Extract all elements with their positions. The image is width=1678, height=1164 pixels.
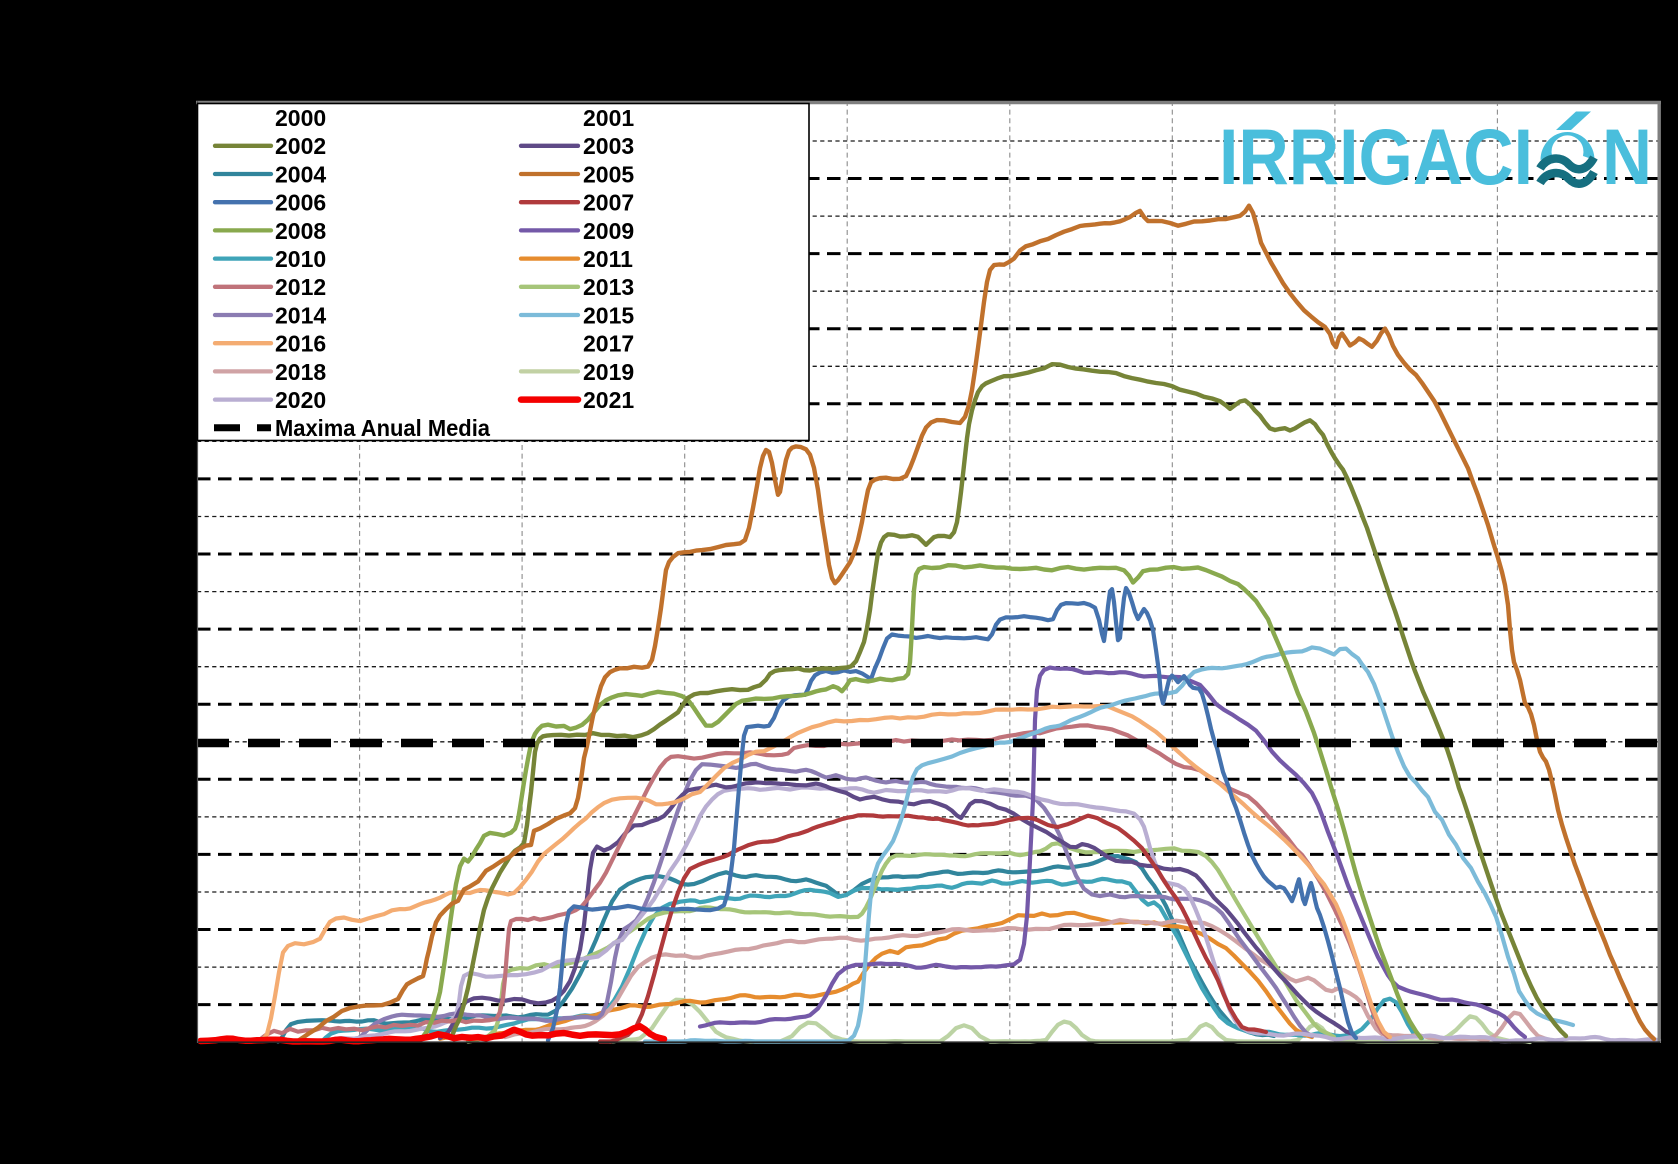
- svg-text:2017: 2017: [583, 331, 634, 357]
- svg-text:2006: 2006: [275, 190, 326, 216]
- svg-text:2021: 2021: [583, 387, 634, 413]
- svg-text:2014: 2014: [275, 302, 326, 328]
- svg-text:2009: 2009: [583, 218, 634, 244]
- svg-text:2012: 2012: [275, 274, 326, 300]
- svg-text:2016: 2016: [275, 331, 326, 357]
- svg-text:2015: 2015: [583, 302, 634, 328]
- svg-text:2000: 2000: [275, 105, 326, 131]
- svg-text:2010: 2010: [275, 246, 326, 272]
- svg-text:2011: 2011: [583, 246, 633, 272]
- svg-text:N: N: [1602, 112, 1652, 201]
- svg-text:IRRIGACI: IRRIGACI: [1219, 112, 1533, 201]
- svg-text:2020: 2020: [275, 387, 326, 413]
- svg-text:2002: 2002: [275, 133, 326, 159]
- svg-text:2008: 2008: [275, 218, 326, 244]
- svg-text:2018: 2018: [275, 359, 326, 385]
- svg-text:2013: 2013: [583, 274, 634, 300]
- svg-text:2005: 2005: [583, 161, 634, 187]
- svg-text:2019: 2019: [583, 359, 634, 385]
- svg-text:Maxima Anual Media: Maxima Anual Media: [275, 415, 490, 441]
- svg-text:2004: 2004: [275, 161, 326, 187]
- svg-text:2003: 2003: [583, 133, 634, 159]
- svg-text:2007: 2007: [583, 190, 634, 216]
- svg-text:2001: 2001: [583, 105, 634, 131]
